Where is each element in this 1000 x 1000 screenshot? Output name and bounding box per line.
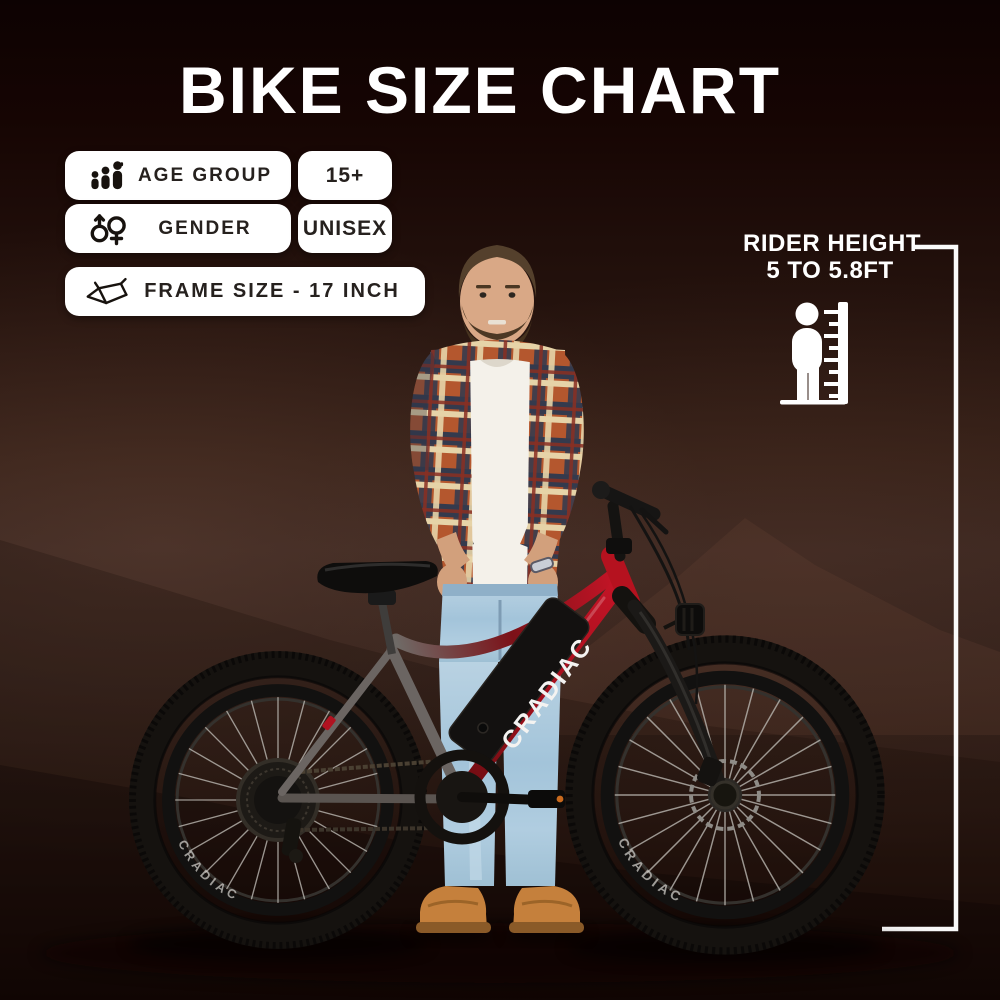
- right-boot-lace: [521, 899, 573, 908]
- battery-pack: [448, 597, 590, 763]
- right-boot: [513, 886, 580, 928]
- age-group-label: AGE GROUP: [137, 164, 273, 186]
- seat-post: [378, 601, 396, 655]
- rider-height-icon: [780, 302, 848, 405]
- brake-lever: [639, 507, 669, 535]
- frame-size-pill: FRAME SIZE - 17 INCH: [65, 267, 425, 316]
- gender-value: UNISEX: [302, 216, 388, 240]
- pedal-reflector: [556, 795, 564, 803]
- gender-icon: [85, 212, 131, 246]
- left-boot: [420, 886, 487, 928]
- shirt-yoke: [430, 340, 564, 372]
- age-group-pill: AGE GROUP: [65, 151, 291, 200]
- seat-clamp: [368, 590, 396, 605]
- left-eye: [479, 292, 487, 298]
- sleeve-shading: [410, 352, 436, 472]
- smile: [488, 320, 506, 325]
- left-sleeve: [410, 352, 474, 556]
- frame-size-icon: [85, 275, 131, 309]
- age-group-value: 15+: [325, 163, 365, 187]
- top-tube: [389, 569, 619, 659]
- right-sleeve: [520, 352, 584, 556]
- right-brow: [505, 285, 520, 289]
- frame-size-label: FRAME SIZE - 17 INCH: [144, 280, 400, 302]
- left-forearm: [436, 532, 470, 574]
- spec-row-age-group: AGE GROUP 15+: [65, 151, 392, 200]
- left-boot-sole: [416, 922, 491, 933]
- left-boot-lace: [427, 899, 479, 908]
- right-eye: [508, 292, 516, 298]
- rider-height-line2: 5 TO 5.8FT: [766, 257, 894, 284]
- spec-row-gender: GENDER UNISEX: [65, 204, 392, 253]
- gender-label: GENDER: [158, 217, 252, 239]
- face: [460, 256, 534, 346]
- crank-arm: [457, 792, 545, 805]
- headlight: [663, 603, 705, 636]
- gender-value-badge: UNISEX: [298, 204, 392, 253]
- front-disc-brake: [689, 756, 761, 831]
- page-title: BIKE SIZE CHART: [178, 53, 782, 127]
- crankset: [414, 749, 565, 845]
- age-group-value-badge: 15+: [298, 151, 392, 200]
- right-boot-sole: [509, 922, 584, 933]
- drivetrain: [281, 758, 453, 863]
- pedal: [528, 790, 565, 808]
- ground-shadow: [40, 923, 960, 983]
- headset: [606, 538, 632, 554]
- chainstay: [277, 793, 467, 804]
- gender-pill: GENDER: [65, 204, 291, 253]
- age-group-icon: [85, 160, 131, 191]
- spec-row-frame-size: FRAME SIZE - 17 INCH: [65, 267, 425, 316]
- derailleur: [281, 817, 302, 857]
- left-brow: [476, 285, 491, 289]
- seatstay-decal: [322, 715, 336, 731]
- seat-tube: [386, 644, 468, 803]
- brake-caliper: [696, 756, 723, 787]
- beard-lower: [462, 306, 533, 340]
- white-tee: [465, 350, 535, 594]
- wrist-watch: [530, 556, 554, 574]
- saddle: [317, 561, 438, 594]
- handlebar-grip: [592, 481, 610, 499]
- tee-collar: [477, 348, 517, 367]
- hair: [458, 245, 537, 298]
- fork-highlight: [638, 611, 718, 779]
- saddle-highlight: [324, 562, 431, 572]
- seatstay: [278, 648, 394, 796]
- jeans-waistband: [442, 584, 558, 596]
